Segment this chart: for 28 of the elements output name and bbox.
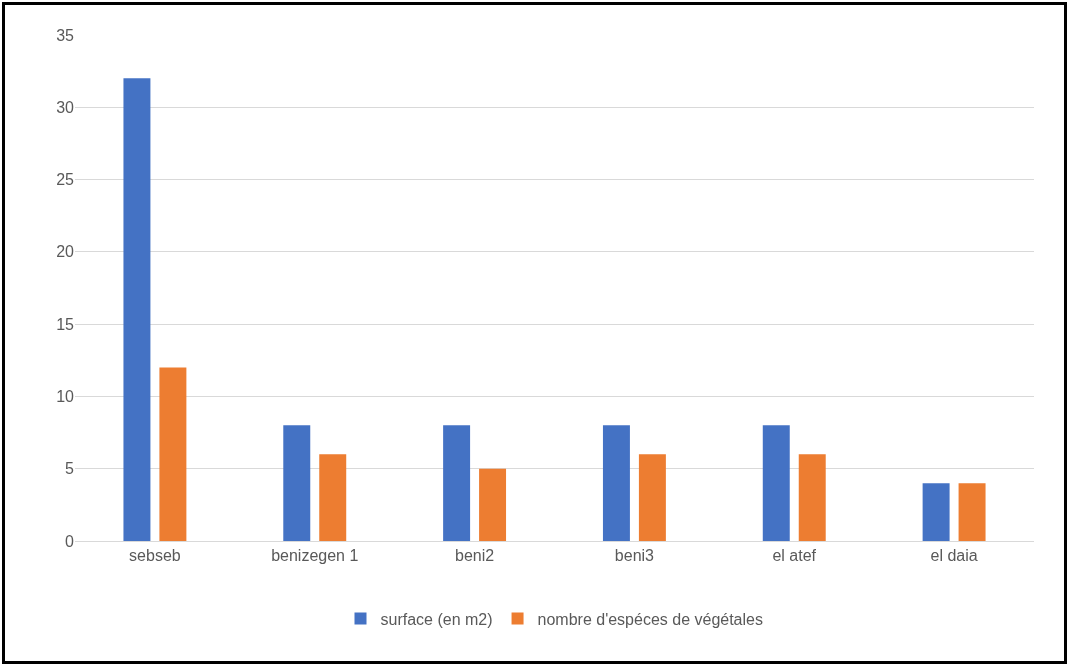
y-tick-label: 35 (56, 26, 75, 44)
bar (762, 425, 790, 541)
x-tick-label: benizegen 1 (271, 547, 359, 565)
legend-label: surface (en m2) (380, 610, 493, 628)
y-tick-label: 25 (56, 171, 75, 189)
bar (443, 425, 471, 541)
bar (602, 425, 630, 541)
bar (958, 483, 986, 541)
bar (159, 367, 187, 541)
y-tick-label: 5 (65, 460, 75, 478)
y-tick-label: 30 (56, 98, 75, 116)
x-tick-label: beni3 (614, 547, 655, 565)
bar (479, 468, 507, 541)
bar (283, 425, 311, 541)
bar (123, 78, 151, 541)
legend-label: nombre d'espéces de végétales (537, 610, 763, 628)
x-tick-label: sebseb (129, 547, 181, 565)
bar (922, 483, 950, 541)
x-tick-label: beni2 (455, 547, 495, 565)
x-tick-label: el atef (772, 547, 817, 565)
x-tick-label: el daia (930, 547, 978, 565)
y-tick-label: 15 (56, 315, 75, 333)
bar (319, 454, 347, 541)
y-tick-label: 20 (56, 243, 75, 261)
bar (798, 454, 826, 541)
y-tick-label: 0 (65, 532, 75, 550)
bar (638, 454, 666, 541)
y-tick-label: 10 (56, 388, 75, 406)
